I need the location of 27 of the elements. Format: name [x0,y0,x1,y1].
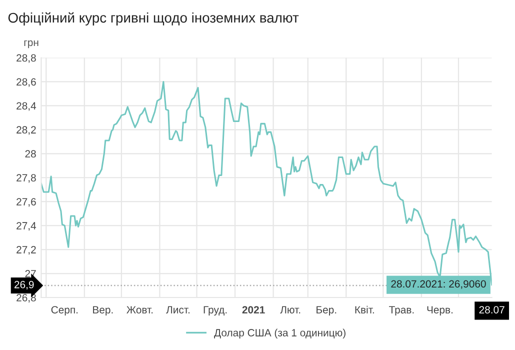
x-tick-label: Черв. [427,306,452,316]
y-tick-label: 27,2 [16,246,36,255]
x-tick-label: Трав. [389,306,414,316]
x-tick-label: Серп. [51,306,78,316]
y-axis-title: грн [24,40,38,48]
x-tick-label: 2021 [242,306,265,314]
x-tick-label: Квіт. [355,306,374,314]
x-tick-label: Лист. [166,306,190,314]
x-tick-label: Груд. [204,306,227,316]
y-tick-label: 27,4 [16,222,36,231]
y-tick-label: 27,6 [16,198,36,207]
x-tick-label: Бер. [316,306,336,316]
annotation: 28.07.2021: 26,9060 [391,280,486,289]
legend-label: Долар США (за 1 одиницю) [214,328,346,338]
y-tick-label: 27,8 [16,174,36,183]
y-tick-label: 28,8 [16,54,36,63]
chart-title: Офіційний курс гривні щодо іноземних валют [8,12,299,26]
y-tick-label: 28,6 [16,78,36,87]
y-tick-label: 28,4 [16,102,36,111]
x-tick-label: 28.07 [479,306,504,314]
x-tick-label: Лют. [280,306,300,314]
y-tick-label: 26,8 [16,294,36,303]
ref-line-label: 26,9 [14,280,34,290]
x-tick-label: Вер. [93,306,113,316]
x-tick-label: Жовт. [126,306,153,314]
y-tick-label: 28 [25,150,36,158]
y-tick-label: 28,2 [16,126,36,135]
